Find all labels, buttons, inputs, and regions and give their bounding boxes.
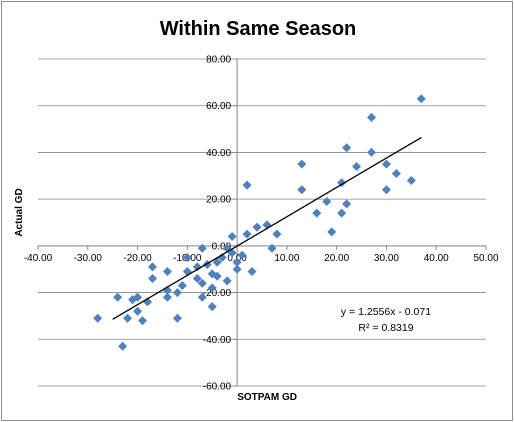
x-tick-label: 10.00 [274,253,299,264]
data-point-6 [133,306,143,316]
data-point-14 [172,313,182,323]
data-point-38 [242,229,252,239]
data-point-43 [267,243,277,253]
data-point-61 [416,94,426,104]
data-point-19 [192,262,202,272]
y-tick-label: 20.00 [206,195,231,206]
y-tick-label: 40.00 [206,148,231,159]
data-point-52 [342,199,352,209]
data-point-51 [337,208,347,218]
x-tick-label: 30.00 [374,253,399,264]
trendline-group [112,136,422,320]
data-point-22 [197,278,207,288]
data-point-15 [172,288,182,298]
data-point-35 [232,257,242,267]
data-point-9 [147,262,157,272]
y-tick-label: -40.00 [203,335,232,346]
x-tick-label: -20.00 [123,253,152,264]
data-point-2 [118,341,128,351]
data-point-41 [252,222,262,232]
data-point-39 [242,180,252,190]
data-point-10 [147,274,157,284]
data-point-29 [212,271,222,281]
data-point-13 [162,292,172,302]
data-point-23 [197,292,207,302]
data-point-54 [352,161,362,171]
data-point-56 [367,112,377,122]
y-axis-title: Actual GD [14,188,25,236]
data-point-55 [367,147,377,157]
data-point-40 [247,267,257,277]
gridlines [38,58,486,387]
y-tick-label: 0.00 [212,241,232,252]
data-point-5 [133,292,143,302]
data-point-60 [406,175,416,185]
data-point-28 [212,257,222,267]
data-point-3 [123,313,133,323]
trendline-r-squared: R² = 0.8319 [358,322,413,334]
data-point-1 [113,292,123,302]
data-point-45 [297,185,307,195]
data-point-57 [381,185,391,195]
data-point-16 [177,281,187,291]
data-point-46 [297,159,307,169]
data-point-36 [232,264,242,274]
data-point-53 [342,143,352,153]
data-point-11 [162,267,172,277]
data-point-30 [217,253,227,263]
chart-title: Within Same Season [160,18,357,40]
axes [37,58,487,387]
x-axis-title: SOTPAM GD [237,392,297,403]
trendline-equation: y = 1.2556x - 0.071 [341,306,431,318]
x-tick-label: 50.00 [473,253,498,264]
data-point-59 [391,168,401,178]
y-tick-label: 80.00 [206,55,231,66]
data-point-48 [322,196,332,206]
data-point-18 [182,253,192,263]
y-tick-label: 60.00 [206,101,231,112]
trendline [112,136,422,320]
data-point-20 [192,274,202,284]
x-tick-label: -40.00 [24,253,53,264]
x-tick-label: 20.00 [324,253,349,264]
data-point-32 [222,276,232,286]
data-point-27 [207,302,217,312]
x-tick-label: -30.00 [74,253,103,264]
data-points [93,94,426,351]
data-point-37 [237,250,247,260]
data-point-47 [312,208,322,218]
data-point-58 [381,159,391,169]
data-point-26 [207,283,217,293]
tick-labels: -40.00-30.00-20.00-10.000.0010.0020.0030… [24,55,499,393]
data-point-49 [327,227,337,237]
data-point-21 [197,243,207,253]
data-point-7 [138,316,148,326]
data-point-33 [227,232,237,242]
y-tick-label: -60.00 [203,382,232,393]
y-tick-label: -20.00 [203,288,232,299]
data-point-44 [272,229,282,239]
x-tick-label: 40.00 [424,253,449,264]
data-point-0 [93,313,103,323]
